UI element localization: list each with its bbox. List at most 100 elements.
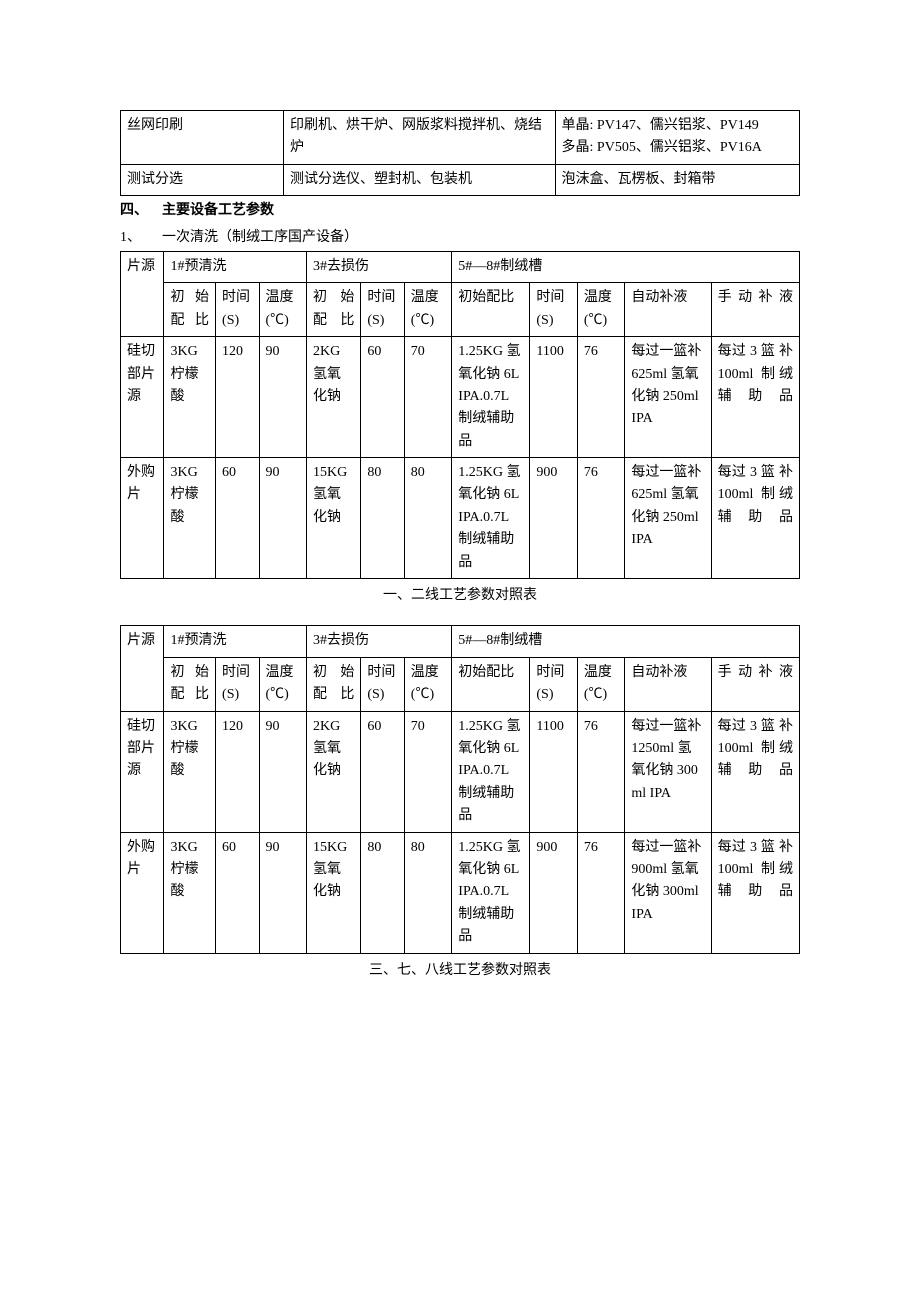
table-cell: 60 [216,458,259,579]
table-cell: 90 [259,458,307,579]
heading-4-text: 主要设备工艺参数 [162,200,274,222]
table-row: 外购片3KG 柠檬酸609015KG 氢氧化钠80801.25KG 氢氧化钠 6… [121,832,800,953]
table-cell: 2KG 氢氧化钠 [307,711,361,832]
col-subheader: 温度 (℃) [577,657,625,711]
table-cell: 每过 3 篮 补 100ml 制绒辅助品 [711,711,799,832]
table-cell: 15KG 氢氧化钠 [307,458,361,579]
table-cell: 1.25KG 氢氧化钠 6L IPA.0.7L 制绒辅助品 [452,337,530,458]
heading-4-number: 四、 [120,200,162,222]
section-4-sub-heading: 1、 一次清洗（制绒工序国产设备） [120,227,800,249]
process-params-table-1: 片源1#预清洗3#去损伤5#—8#制绒槽初始配比时间 (S)温度 (℃)初始配比… [120,251,800,579]
table-cell: 每过 3 篮 补 100ml 制绒辅助品 [711,832,799,953]
table-1-caption: 一、二线工艺参数对照表 [120,585,800,607]
col-subheader: 时间 (S) [216,283,259,337]
table-cell: 测试分选 [121,164,284,195]
col-subheader: 时间 (S) [216,657,259,711]
table-cell: 每过一篮补 900ml 氢氧化钠 300ml IPA [625,832,711,953]
col-subheader: 初始配比 [452,657,530,711]
table-cell: 60 [216,832,259,953]
table-cell: 90 [259,711,307,832]
table-cell: 120 [216,711,259,832]
table-cell: 每过 3 篮 补 100ml 制绒辅助品 [711,337,799,458]
col-group-preclean: 1#预清洗 [164,626,307,657]
table-header-row: 片源1#预清洗3#去损伤5#—8#制绒槽 [121,251,800,282]
col-subheader: 手动补液 [711,657,799,711]
col-group-texturing: 5#—8#制绒槽 [452,251,800,282]
table-cell: 90 [259,832,307,953]
col-subheader: 温度 (℃) [404,283,452,337]
col-subheader: 手动补液 [711,283,799,337]
table-row: 测试分选测试分选仪、塑封机、包装机泡沫盒、瓦楞板、封箱带 [121,164,800,195]
table-cell: 1.25KG 氢氧化钠 6L IPA.0.7L 制绒辅助品 [452,458,530,579]
table-row: 丝网印刷印刷机、烘干炉、网版浆料搅拌机、烧结炉单晶: PV147、儒兴铝浆、PV… [121,111,800,165]
table-cell: 单晶: PV147、儒兴铝浆、PV149 多晶: PV505、儒兴铝浆、PV16… [555,111,799,165]
heading-4-sub-number: 1、 [120,227,162,249]
table-cell: 硅切部片源 [121,337,164,458]
table-cell: 900 [530,832,578,953]
col-subheader: 初始配比 [307,657,361,711]
col-subheader: 时间 (S) [361,283,404,337]
table-cell: 76 [577,711,625,832]
table-cell: 120 [216,337,259,458]
col-group-damage-removal: 3#去损伤 [307,626,452,657]
col-subheader: 温度 (℃) [404,657,452,711]
table-cell: 3KG 柠檬酸 [164,832,216,953]
table-cell: 80 [404,458,452,579]
table-cell: 3KG 柠檬酸 [164,711,216,832]
col-subheader: 温度 (℃) [259,657,307,711]
table-cell: 外购片 [121,832,164,953]
table-cell: 每过一篮补 625ml 氢氧化钠 250ml IPA [625,337,711,458]
table-cell: 76 [577,458,625,579]
table-cell: 90 [259,337,307,458]
col-subheader: 初始配比 [307,283,361,337]
col-subheader: 初始配比 [452,283,530,337]
table-cell: 70 [404,337,452,458]
col-subheader: 温度 (℃) [577,283,625,337]
table-cell: 印刷机、烘干炉、网版浆料搅拌机、烧结炉 [283,111,555,165]
table-cell: 外购片 [121,458,164,579]
table-cell: 1.25KG 氢氧化钠 6L IPA.0.7L 制绒辅助品 [452,832,530,953]
table-subheader-row: 初始配比时间 (S)温度 (℃)初始配比时间 (S)温度 (℃)初始配比时间 (… [121,283,800,337]
table-cell: 1100 [530,711,578,832]
col-subheader: 初始配比 [164,283,216,337]
table-subheader-row: 初始配比时间 (S)温度 (℃)初始配比时间 (S)温度 (℃)初始配比时间 (… [121,657,800,711]
table-cell: 3KG 柠檬酸 [164,337,216,458]
table-cell: 2KG 氢氧化钠 [307,337,361,458]
table-cell: 80 [361,832,404,953]
col-group-damage-removal: 3#去损伤 [307,251,452,282]
table-cell: 900 [530,458,578,579]
col-subheader: 自动补液 [625,657,711,711]
table-row: 硅切部片源3KG 柠檬酸120902KG 氢氧化钠60701.25KG 氢氧化钠… [121,711,800,832]
col-group-preclean: 1#预清洗 [164,251,307,282]
process-params-table-2: 片源1#预清洗3#去损伤5#—8#制绒槽初始配比时间 (S)温度 (℃)初始配比… [120,625,800,953]
table-cell: 80 [404,832,452,953]
table-cell: 每过一篮补 1250ml 氢氧化钠 300ml IPA [625,711,711,832]
col-subheader: 自动补液 [625,283,711,337]
table-row: 外购片3KG 柠檬酸609015KG 氢氧化钠80801.25KG 氢氧化钠 6… [121,458,800,579]
table-header-row: 片源1#预清洗3#去损伤5#—8#制绒槽 [121,626,800,657]
col-subheader: 初始配比 [164,657,216,711]
table-cell: 60 [361,711,404,832]
equipment-material-table: 丝网印刷印刷机、烘干炉、网版浆料搅拌机、烧结炉单晶: PV147、儒兴铝浆、PV… [120,110,800,196]
table-cell: 3KG 柠檬酸 [164,458,216,579]
col-header-source: 片源 [121,251,164,336]
table-cell: 丝网印刷 [121,111,284,165]
table-cell: 1100 [530,337,578,458]
table-2-caption: 三、七、八线工艺参数对照表 [120,960,800,982]
col-subheader: 时间 (S) [530,657,578,711]
table-row: 硅切部片源3KG 柠檬酸120902KG 氢氧化钠60701.25KG 氢氧化钠… [121,337,800,458]
table-cell: 泡沫盒、瓦楞板、封箱带 [555,164,799,195]
col-subheader: 时间 (S) [530,283,578,337]
col-group-texturing: 5#—8#制绒槽 [452,626,800,657]
col-header-source: 片源 [121,626,164,711]
col-subheader: 时间 (S) [361,657,404,711]
table-cell: 60 [361,337,404,458]
table-cell: 1.25KG 氢氧化钠 6L IPA.0.7L 制绒辅助品 [452,711,530,832]
col-subheader: 温度 (℃) [259,283,307,337]
heading-4-sub-text: 一次清洗（制绒工序国产设备） [162,227,358,249]
table-cell: 80 [361,458,404,579]
table-cell: 硅切部片源 [121,711,164,832]
table-cell: 每过一篮补 625ml 氢氧化钠 250ml IPA [625,458,711,579]
table-cell: 76 [577,337,625,458]
table-cell: 测试分选仪、塑封机、包装机 [283,164,555,195]
